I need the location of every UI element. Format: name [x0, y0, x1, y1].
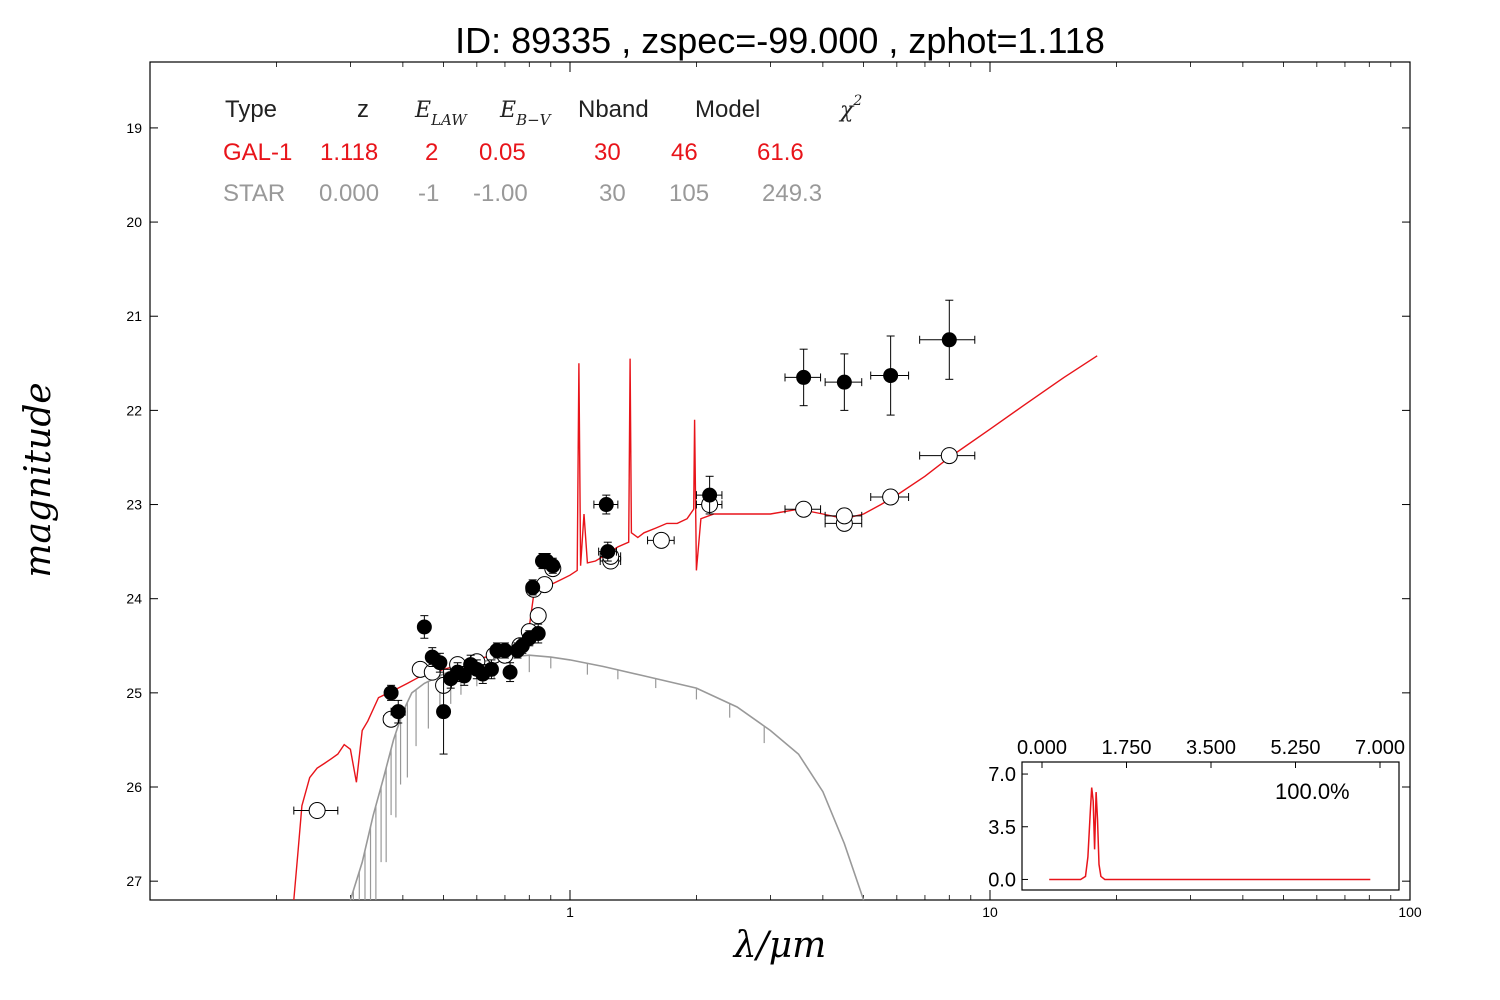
model-point-marker [308, 802, 326, 820]
observed-point-marker [883, 368, 899, 384]
table-header-chi2: χ2 [838, 93, 862, 123]
observed-magnitude-points [383, 299, 976, 755]
observed-point-marker [598, 497, 614, 513]
inset-ticks: 0.000 1.750 3.500 5.250 7.000 0.0 3.5 7.0 [988, 737, 1405, 891]
x-tick-label: 100 [1398, 904, 1422, 920]
inset-x-tick-label: 1.750 [1101, 737, 1151, 759]
observed-point-marker [600, 544, 616, 560]
star-sed-path [349, 654, 865, 901]
observed-point-marker [390, 704, 406, 720]
y-axis-label: magnitude [18, 382, 59, 577]
table-header-z: z [357, 96, 369, 123]
inset-probability-label: 100.0% [1275, 779, 1350, 804]
model-point-marker [882, 488, 900, 506]
observed-point-marker [432, 655, 448, 671]
y-tick-label: 19 [126, 120, 142, 136]
inset-x-tick-label: 3.500 [1186, 737, 1236, 759]
y-tick-label: 24 [126, 591, 142, 607]
model-point-marker [835, 507, 853, 525]
table-row-star: STAR 0.000 -1 -1.00 30 105 249.3 [223, 180, 822, 207]
table-header-model: Model [695, 96, 760, 123]
inset-y-tick-label: 3.5 [988, 817, 1016, 839]
y-tick-label: 26 [126, 779, 142, 795]
table-header-nband: Nband [578, 96, 649, 123]
cell-nband: 30 [594, 139, 621, 166]
inset-pdz-curve [1049, 787, 1371, 881]
observed-point-marker [702, 487, 718, 503]
model-point-marker [940, 447, 958, 465]
observed-point-marker [497, 642, 513, 658]
x-axis-label: λ/μm [732, 925, 826, 966]
cell-z: 0.000 [319, 180, 379, 207]
table-header-type: Type [225, 96, 277, 123]
y-axis-ticks: 19 20 21 22 23 24 25 26 27 [126, 120, 1410, 889]
plot-frame [149, 61, 1411, 901]
observed-point-marker [545, 558, 561, 574]
y-tick-label: 20 [126, 214, 142, 230]
observed-point-marker [436, 704, 452, 720]
cell-z: 1.118 [320, 139, 378, 166]
table-header-ebv: EB−V [499, 98, 553, 129]
observed-point-marker [525, 579, 541, 595]
x-tick-label: 10 [982, 904, 998, 920]
observed-point-marker [836, 374, 852, 390]
y-tick-label: 27 [126, 873, 142, 889]
inset-y-tick-label: 0.0 [988, 869, 1016, 891]
cell-chi2: 249.3 [762, 180, 822, 207]
chart-title: ID: 89335 , zspec=-99.000 , zphot=1.118 [455, 20, 1105, 61]
inset-x-tick-label: 5.250 [1270, 737, 1320, 759]
y-tick-label: 23 [126, 497, 142, 513]
cell-chi2: 61.6 [757, 139, 804, 166]
x-axis-ticks: 1 10 100 [276, 62, 1422, 920]
inset-frame [1021, 761, 1400, 891]
observed-point-marker [941, 332, 957, 348]
table-header-elaw: ELAW [414, 98, 468, 129]
inset-pdz-path [1049, 787, 1371, 881]
observed-point-marker [456, 668, 472, 684]
inset-x-tick-label: 7.000 [1355, 737, 1405, 759]
observed-point-marker [530, 626, 546, 642]
model-point-marker [795, 500, 813, 518]
table-row-galaxy: GAL-1 1.118 2 0.05 30 46 61.6 [223, 139, 804, 166]
x-tick-label: 1 [566, 904, 574, 920]
cell-ebv: 0.05 [479, 139, 526, 166]
cell-elaw: 2 [425, 139, 438, 166]
inset-x-tick-label: 0.000 [1017, 737, 1067, 759]
galaxy-sed-path [293, 355, 1098, 901]
y-tick-label: 25 [126, 685, 142, 701]
galaxy-sed-line [293, 355, 1098, 901]
observed-point-marker [502, 664, 518, 680]
model-point-marker [529, 607, 547, 625]
y-tick-label: 22 [126, 402, 142, 418]
cell-model: 105 [669, 180, 709, 207]
observed-point-marker [483, 661, 499, 677]
model-point-marker [652, 531, 670, 549]
observed-point-marker [383, 685, 399, 701]
pdz-inset: 0.000 1.750 3.500 5.250 7.000 0.0 3.5 7.0 100.0… [988, 737, 1405, 891]
cell-nband: 30 [599, 180, 626, 207]
cell-model: 46 [671, 139, 698, 166]
cell-type: STAR [223, 180, 285, 207]
observed-point-marker [796, 369, 812, 385]
cell-type: GAL-1 [223, 139, 292, 166]
cell-elaw: -1 [418, 180, 439, 207]
star-sed-line [349, 654, 865, 901]
cell-ebv: -1.00 [473, 180, 528, 207]
fit-table: Type z ELAW EB−V Nband Model χ2 GAL-1 1.… [223, 93, 862, 207]
observed-point-marker [416, 619, 432, 635]
inset-y-tick-label: 7.0 [988, 764, 1016, 786]
y-tick-label: 21 [126, 308, 142, 324]
